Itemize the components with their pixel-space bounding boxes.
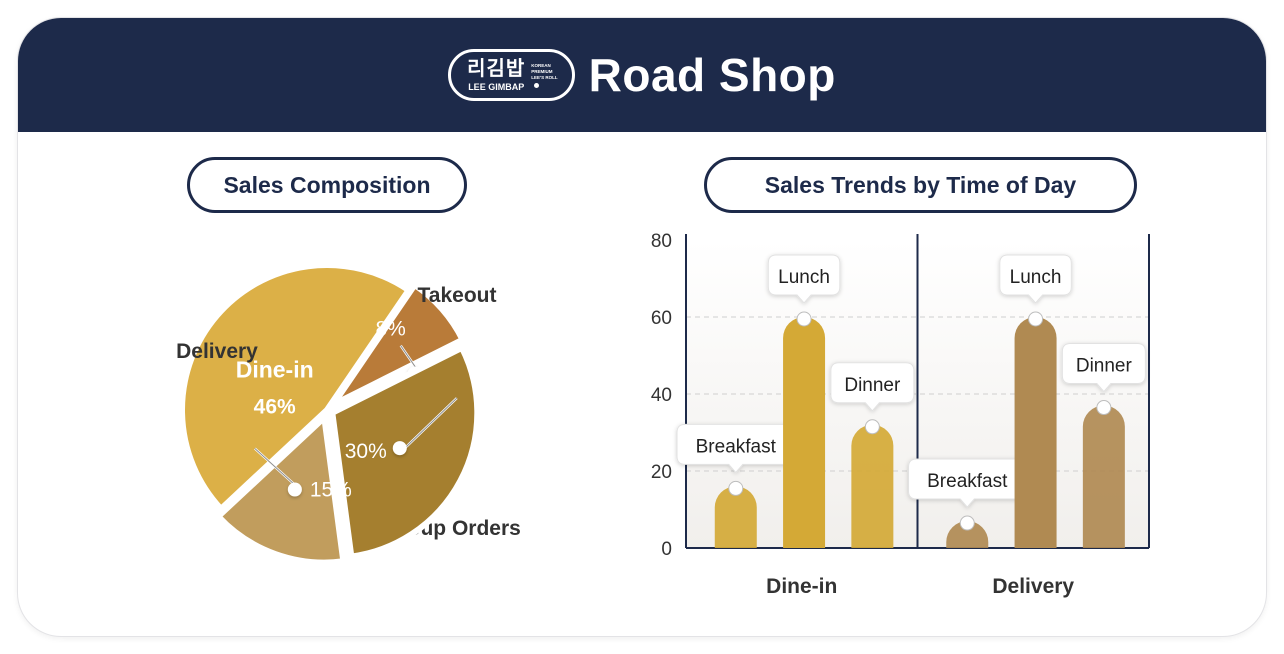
pie-slice-name: Dine-in — [236, 356, 314, 382]
page-title: Road Shop — [588, 49, 836, 101]
callout-bubble — [999, 254, 1072, 304]
bar-dine-in-dinner — [851, 424, 894, 548]
bar-dine-in-lunch — [783, 317, 826, 548]
bar-value-marker — [959, 515, 975, 531]
pie-leader-line-shade — [254, 448, 300, 489]
bar-chart: 0 20 40 60 80 Dine-in Breakfast Lunch Dinner Deli… — [651, 231, 1150, 598]
bar-category-label: Breakfast — [696, 436, 777, 457]
bar-category-label: Dinner — [844, 375, 901, 396]
logo-tagline: KOREAN PREMIUM LEE'S ROLL — [531, 62, 558, 88]
logo-english-text: LEE GIMBAP — [468, 81, 525, 92]
x-group-label: Delivery — [992, 575, 1074, 598]
bar-category-label: Lunch — [778, 267, 830, 288]
logo-dot — [534, 82, 540, 88]
callout-bubble — [767, 254, 841, 304]
bar-value-marker — [864, 419, 880, 435]
logo-tagline-line: PREMIUM — [531, 68, 553, 74]
pie-slice-value: 15% — [310, 479, 352, 502]
brand-logo: 리김밥 LEE GIMBAP KOREAN PREMIUM LEE'S ROLL — [448, 49, 575, 101]
bar-chart-title: Sales Trends by Time of Day — [704, 157, 1137, 213]
logo-tagline-line: KOREAN — [531, 62, 551, 68]
pie-leader-line-shade — [402, 397, 458, 451]
y-tick-label: 40 — [651, 385, 672, 406]
bar-delivery-lunch — [1014, 317, 1057, 548]
pie-chart-title: Sales Composition — [187, 157, 467, 213]
pie-slice-group-orders — [330, 281, 466, 408]
bar-value-marker — [728, 480, 744, 496]
pie-slice-name: Takeout — [418, 284, 497, 307]
y-tick-label: 20 — [651, 462, 672, 483]
bar-category-label: Dinner — [1076, 356, 1133, 377]
logo-tagline-line: LEE'S ROLL — [531, 74, 558, 80]
bar-category-label: Lunch — [1010, 267, 1062, 288]
pie-slice-name: Delivery — [176, 340, 258, 363]
callout-bubble — [830, 362, 915, 412]
x-group-label: Dine-in — [766, 575, 837, 598]
logo-korean-text: 리김밥 — [467, 57, 526, 80]
bar-value-marker — [1096, 400, 1112, 416]
pie-slice-value: 8% — [376, 318, 406, 341]
bar-delivery-breakfast — [946, 521, 989, 548]
bar-value-marker — [1028, 311, 1044, 327]
callout-bubble — [1061, 343, 1146, 393]
bar-dine-in-breakfast — [714, 486, 757, 548]
y-tick-label: 60 — [651, 308, 672, 329]
pie-slice-delivery — [215, 414, 347, 566]
bar-delivery-dinner — [1082, 405, 1125, 548]
bar-value-marker — [796, 311, 812, 327]
pie-slice-value: 46% — [254, 395, 296, 418]
pie-marker-dot — [287, 482, 302, 497]
y-tick-label: 0 — [661, 539, 672, 560]
logo-wordmark: 리김밥 LEE GIMBAP — [467, 59, 525, 92]
y-tick-label: 80 — [651, 231, 672, 252]
bar-category-label: Breakfast — [927, 471, 1008, 492]
header-bar: 리김밥 LEE GIMBAP KOREAN PREMIUM LEE'S ROLL… — [18, 18, 1266, 132]
pie-marker-dot — [392, 441, 407, 456]
pie-slice-dine-in — [179, 262, 412, 512]
pie-slice-value: 30% — [345, 440, 387, 463]
